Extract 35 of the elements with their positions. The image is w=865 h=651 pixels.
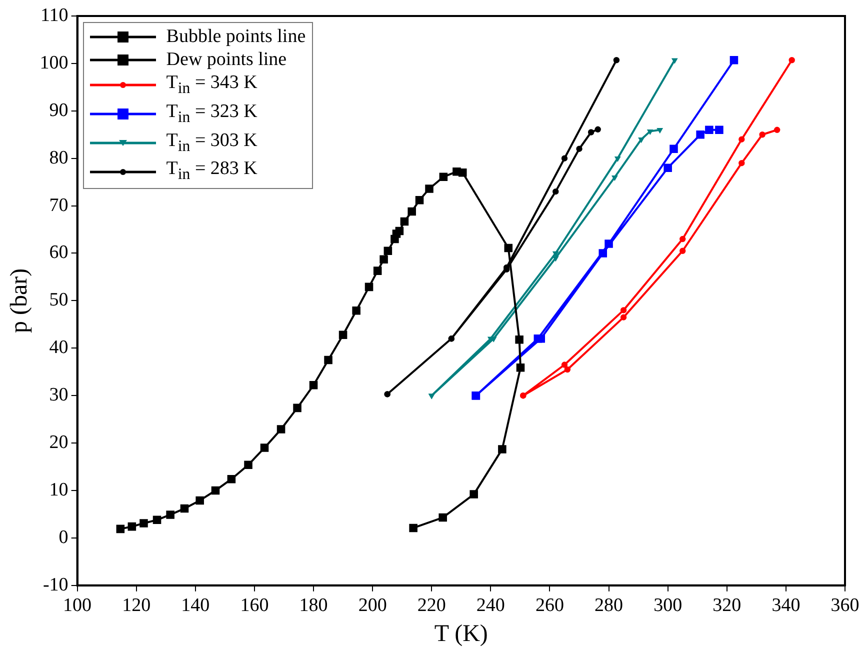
x-tick-label: 240 <box>476 594 505 616</box>
legend-label: Dew points line <box>166 48 287 71</box>
x-tick-label: 140 <box>181 594 210 616</box>
x-tick-label: 340 <box>772 594 800 616</box>
y-tick-label: 70 <box>49 194 68 216</box>
x-tick-label: 220 <box>417 594 446 616</box>
legend-label: T$_{in}$ = 283 K <box>166 157 258 186</box>
legend-label: T$_{in}$ = 303 K <box>166 128 258 156</box>
x-tick-label: 120 <box>122 594 151 616</box>
y-axis-title: p (bar) <box>6 268 33 334</box>
y-tick-label: 20 <box>49 432 68 454</box>
x-axis-title: T (K) <box>434 620 488 647</box>
y-tick-label: 40 <box>49 337 68 358</box>
y-tick-label: -10 <box>42 574 68 596</box>
x-tick-label: 360 <box>830 594 860 616</box>
y-tick-label: 100 <box>40 52 68 74</box>
x-tick-label: 300 <box>654 594 682 616</box>
x-tick-label: 320 <box>712 594 742 616</box>
x-tick-label: 100 <box>63 594 92 616</box>
x-tick-label: 280 <box>594 594 624 616</box>
y-tick-label: 10 <box>49 479 68 500</box>
y-tick-label: 0 <box>58 526 68 548</box>
y-tick-label: 50 <box>49 290 68 311</box>
legend-label: T$_{in}$ = 343 K <box>166 71 258 99</box>
x-tick-label: 160 <box>240 594 269 616</box>
legend-label: T$_{in}$ = 323 K <box>166 100 258 128</box>
legend-label: Bubble points line <box>166 25 306 48</box>
y-tick-label: 90 <box>49 100 68 121</box>
x-tick-label: 200 <box>358 594 387 616</box>
y-tick-label: 60 <box>49 242 68 264</box>
x-tick-label: 260 <box>535 594 564 616</box>
x-tick-label: 180 <box>299 594 328 616</box>
y-tick-label: 30 <box>49 384 68 406</box>
y-tick-label: 110 <box>40 4 68 26</box>
y-tick-label: 80 <box>49 147 68 168</box>
